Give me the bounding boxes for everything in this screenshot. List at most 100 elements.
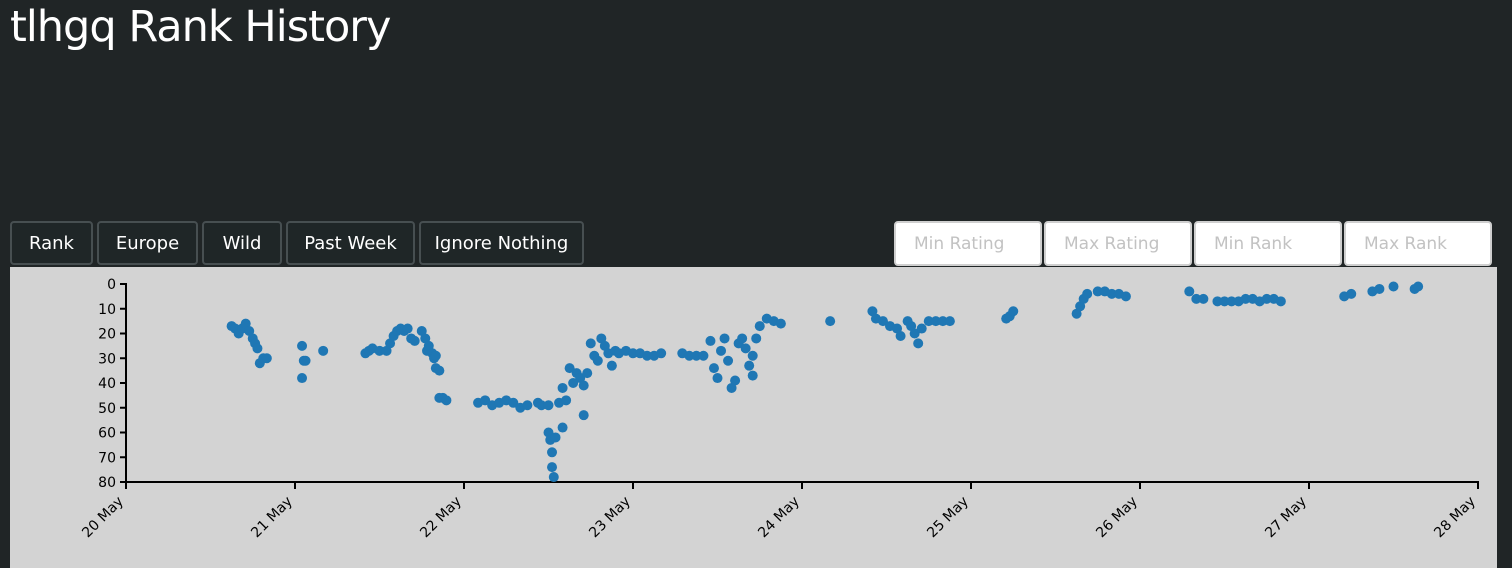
data-point — [1261, 293, 1272, 304]
period-button[interactable]: Past Week — [286, 221, 415, 265]
data-point — [564, 363, 575, 374]
data-point — [416, 326, 427, 337]
data-point — [708, 363, 719, 374]
data-point — [547, 462, 558, 473]
data-point — [297, 373, 308, 384]
max-rating-input[interactable] — [1044, 221, 1192, 266]
data-point — [719, 333, 730, 344]
rank-button[interactable]: Rank — [10, 221, 93, 265]
data-point — [944, 316, 955, 327]
data-point — [747, 350, 758, 361]
data-point — [1413, 281, 1424, 292]
x-tick-label: 24 May — [755, 494, 803, 542]
data-point — [825, 316, 836, 327]
data-point — [744, 360, 755, 371]
data-point — [712, 373, 723, 384]
data-point — [656, 348, 667, 359]
data-point — [557, 422, 568, 433]
data-point — [877, 316, 888, 327]
data-point — [561, 395, 572, 406]
data-point — [1106, 288, 1117, 299]
data-point — [381, 345, 392, 356]
data-point — [730, 375, 741, 386]
data-point — [508, 397, 519, 408]
rank-scatter-chart: 0 10 20 30 40 50 60 70 80 20 May 21 May 22 May 23 Ma… — [79, 277, 1479, 542]
mode-button[interactable]: Wild — [202, 221, 282, 265]
data-point — [913, 338, 924, 349]
x-tick-label: 23 May — [586, 494, 634, 542]
data-point — [543, 400, 554, 411]
data-point — [1240, 293, 1251, 304]
data-point — [252, 343, 263, 354]
region-button[interactable]: Europe — [97, 221, 198, 265]
data-point — [536, 400, 547, 411]
data-point — [1184, 286, 1195, 297]
data-point — [606, 360, 617, 371]
data-point — [547, 447, 558, 458]
chart-area: 0 10 20 30 40 50 60 70 80 20 May 21 May 22 May 23 Ma… — [10, 267, 1497, 568]
data-point — [592, 355, 603, 366]
data-point — [906, 321, 917, 332]
y-tick-label: 0 — [107, 277, 116, 293]
min-rank-input[interactable] — [1194, 221, 1342, 266]
data-point — [441, 395, 452, 406]
data-point — [1120, 291, 1131, 302]
data-point — [550, 432, 561, 443]
x-tick-label: 25 May — [924, 494, 972, 542]
data-point — [548, 472, 559, 483]
data-point — [930, 316, 941, 327]
data-point — [751, 333, 762, 344]
data-point — [895, 330, 906, 341]
data-point — [923, 316, 934, 327]
data-point — [716, 345, 727, 356]
data-point — [596, 333, 607, 344]
data-point — [430, 350, 441, 361]
data-point — [585, 338, 596, 349]
data-point — [434, 365, 445, 376]
ignore-button[interactable]: Ignore Nothing — [419, 221, 584, 265]
data-point — [409, 335, 420, 346]
data-point — [1388, 281, 1399, 292]
data-point — [1226, 296, 1237, 307]
data-point — [244, 326, 255, 337]
data-point — [318, 345, 329, 356]
data-point — [698, 350, 709, 361]
data-point — [867, 306, 878, 317]
data-point — [1082, 288, 1093, 299]
data-point — [240, 318, 251, 329]
x-tick-label: 22 May — [417, 494, 465, 542]
data-point — [754, 321, 765, 332]
data-point — [1191, 293, 1202, 304]
data-point — [582, 368, 593, 379]
data-point — [385, 338, 396, 349]
data-point — [420, 333, 431, 344]
data-point — [737, 333, 748, 344]
data-point — [568, 378, 579, 388]
max-rank-input[interactable] — [1344, 221, 1492, 266]
data-point — [1346, 288, 1357, 299]
x-tick-label: 26 May — [1093, 494, 1141, 542]
data-point — [684, 350, 695, 361]
x-tick-label: 27 May — [1262, 494, 1310, 542]
x-tick-label: 28 May — [1431, 494, 1479, 542]
data-point — [1008, 306, 1019, 317]
min-rating-input[interactable] — [894, 221, 1042, 266]
data-point — [628, 348, 638, 359]
data-point — [557, 382, 568, 393]
x-tick-label: 21 May — [248, 494, 296, 542]
data-point — [578, 380, 589, 391]
data-point — [1275, 296, 1286, 307]
y-tick-label: 60 — [98, 426, 116, 442]
y-tick-label: 40 — [98, 376, 116, 392]
data-point — [937, 316, 948, 327]
data-point — [1219, 296, 1230, 307]
data-point — [261, 353, 272, 364]
data-point — [374, 345, 385, 356]
data-point — [297, 340, 308, 351]
data-point — [726, 382, 737, 393]
data-point — [1212, 296, 1223, 307]
data-point — [1198, 293, 1209, 304]
data-point — [423, 340, 434, 351]
y-tick-label: 70 — [98, 450, 116, 466]
data-point — [402, 323, 413, 334]
